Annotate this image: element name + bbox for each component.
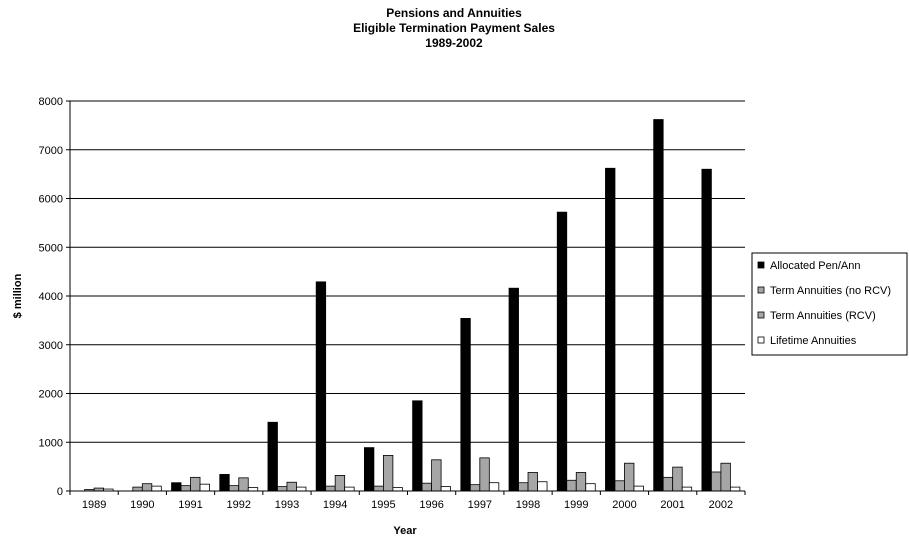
legend-label: Allocated Pen/Ann — [770, 260, 861, 272]
bar-4 — [681, 486, 693, 492]
x-tick-label: 1989 — [82, 499, 106, 511]
bar-1 — [315, 281, 327, 492]
bar-1 — [701, 168, 712, 492]
bar-2 — [469, 484, 481, 492]
x-tick-label: 1990 — [130, 499, 154, 511]
bar-1 — [363, 447, 375, 492]
bar-2 — [662, 476, 674, 492]
y-tick-label: 2000 — [39, 389, 63, 401]
legend-label: Term Annuities (RCV) — [770, 310, 876, 322]
x-tick-label: 1993 — [275, 499, 299, 511]
chart-title-line-2: Eligible Termination Payment Sales — [353, 21, 555, 35]
bar-1 — [460, 318, 471, 492]
bar-2 — [228, 485, 240, 492]
legend: Allocated Pen/Ann Term Annuities (no RCV)… — [751, 252, 908, 356]
bar-1 — [605, 167, 616, 492]
bar-2 — [518, 482, 529, 492]
bar-1 — [171, 482, 182, 492]
x-tick-label: 1991 — [178, 499, 202, 511]
chart-title-line-3: 1989-2002 — [425, 36, 483, 50]
bar-1 — [267, 421, 278, 492]
y-tick-label: 5000 — [39, 242, 63, 254]
bar-2 — [277, 486, 288, 492]
bar-4 — [440, 486, 452, 492]
bar-4 — [392, 487, 403, 492]
bar-2 — [180, 485, 191, 492]
bar-4 — [199, 483, 210, 492]
bar-3 — [575, 472, 587, 492]
x-axis-title: Year — [393, 525, 417, 537]
bar-2 — [566, 479, 577, 492]
y-tick-labels: 0 1000 2000 3000 4000 5000 6000 7000 8000 — [39, 96, 70, 498]
bar-2 — [421, 482, 433, 492]
bar-2 — [710, 471, 722, 492]
legend-swatch — [757, 336, 765, 344]
legend-label: Lifetime Annuities — [770, 335, 857, 347]
legend-swatch — [757, 286, 765, 294]
bar-4 — [537, 481, 548, 492]
bar-3 — [479, 457, 490, 492]
x-tick-label: 2000 — [612, 499, 636, 511]
bar-2 — [614, 480, 625, 492]
x-tick-label: 1995 — [371, 499, 395, 511]
bar-3 — [286, 481, 297, 492]
x-tick-label: 1998 — [516, 499, 540, 511]
bar-2 — [325, 485, 336, 492]
bar-2 — [373, 485, 384, 492]
bar-4 — [296, 486, 307, 492]
bar-3 — [382, 455, 394, 492]
legend-box — [751, 252, 908, 356]
bar-3 — [527, 472, 538, 492]
bar-1 — [556, 211, 568, 492]
bar-4 — [488, 482, 500, 492]
x-tick-label: 2001 — [660, 499, 684, 511]
y-tick-label: 3000 — [39, 340, 63, 352]
bar-1 — [653, 119, 664, 492]
x-tick-label: 1999 — [564, 499, 588, 511]
bar-1 — [412, 400, 423, 492]
y-tick-label: 8000 — [39, 96, 63, 108]
bar-3 — [720, 462, 731, 492]
chart-title-line-1: Pensions and Annuities — [386, 6, 522, 20]
bar-4 — [729, 486, 741, 492]
x-tick-labels: 1989 1990 1991 1992 1993 1994 1995 1996 1997 1998… — [82, 499, 733, 511]
bar-4 — [585, 483, 596, 492]
bar-3 — [624, 462, 635, 492]
y-tick-label: 7000 — [39, 145, 63, 157]
bar-2 — [132, 486, 143, 492]
legend-swatch — [757, 261, 765, 269]
y-tick-label: 0 — [57, 486, 63, 498]
bar-3 — [334, 474, 346, 492]
bar-1 — [219, 474, 230, 492]
y-tick-label: 4000 — [39, 291, 63, 303]
bar-3 — [431, 459, 442, 492]
y-tick-label: 1000 — [39, 437, 63, 449]
bar-3 — [190, 476, 201, 492]
x-tick-label: 1997 — [468, 499, 492, 511]
y-tick-label: 6000 — [39, 194, 63, 206]
x-tick-label: 1992 — [227, 499, 251, 511]
legend-swatch — [757, 311, 765, 319]
x-tick-label: 1996 — [419, 499, 443, 511]
x-tick-label: 2002 — [709, 499, 733, 511]
bar-4 — [344, 486, 355, 492]
gridlines — [70, 100, 745, 443]
bar-3 — [238, 477, 249, 492]
bar-3 — [141, 483, 153, 492]
legend-label: Term Annuities (no RCV) — [770, 285, 891, 297]
bar-4 — [151, 485, 162, 492]
bar-3 — [672, 466, 683, 492]
y-axis-title: $ million — [12, 273, 24, 318]
bar-4 — [247, 487, 259, 492]
bars — [84, 119, 741, 492]
bar-4 — [633, 485, 644, 492]
x-tick-label: 1994 — [323, 499, 347, 511]
bar-1 — [508, 287, 519, 492]
axes — [69, 101, 746, 495]
